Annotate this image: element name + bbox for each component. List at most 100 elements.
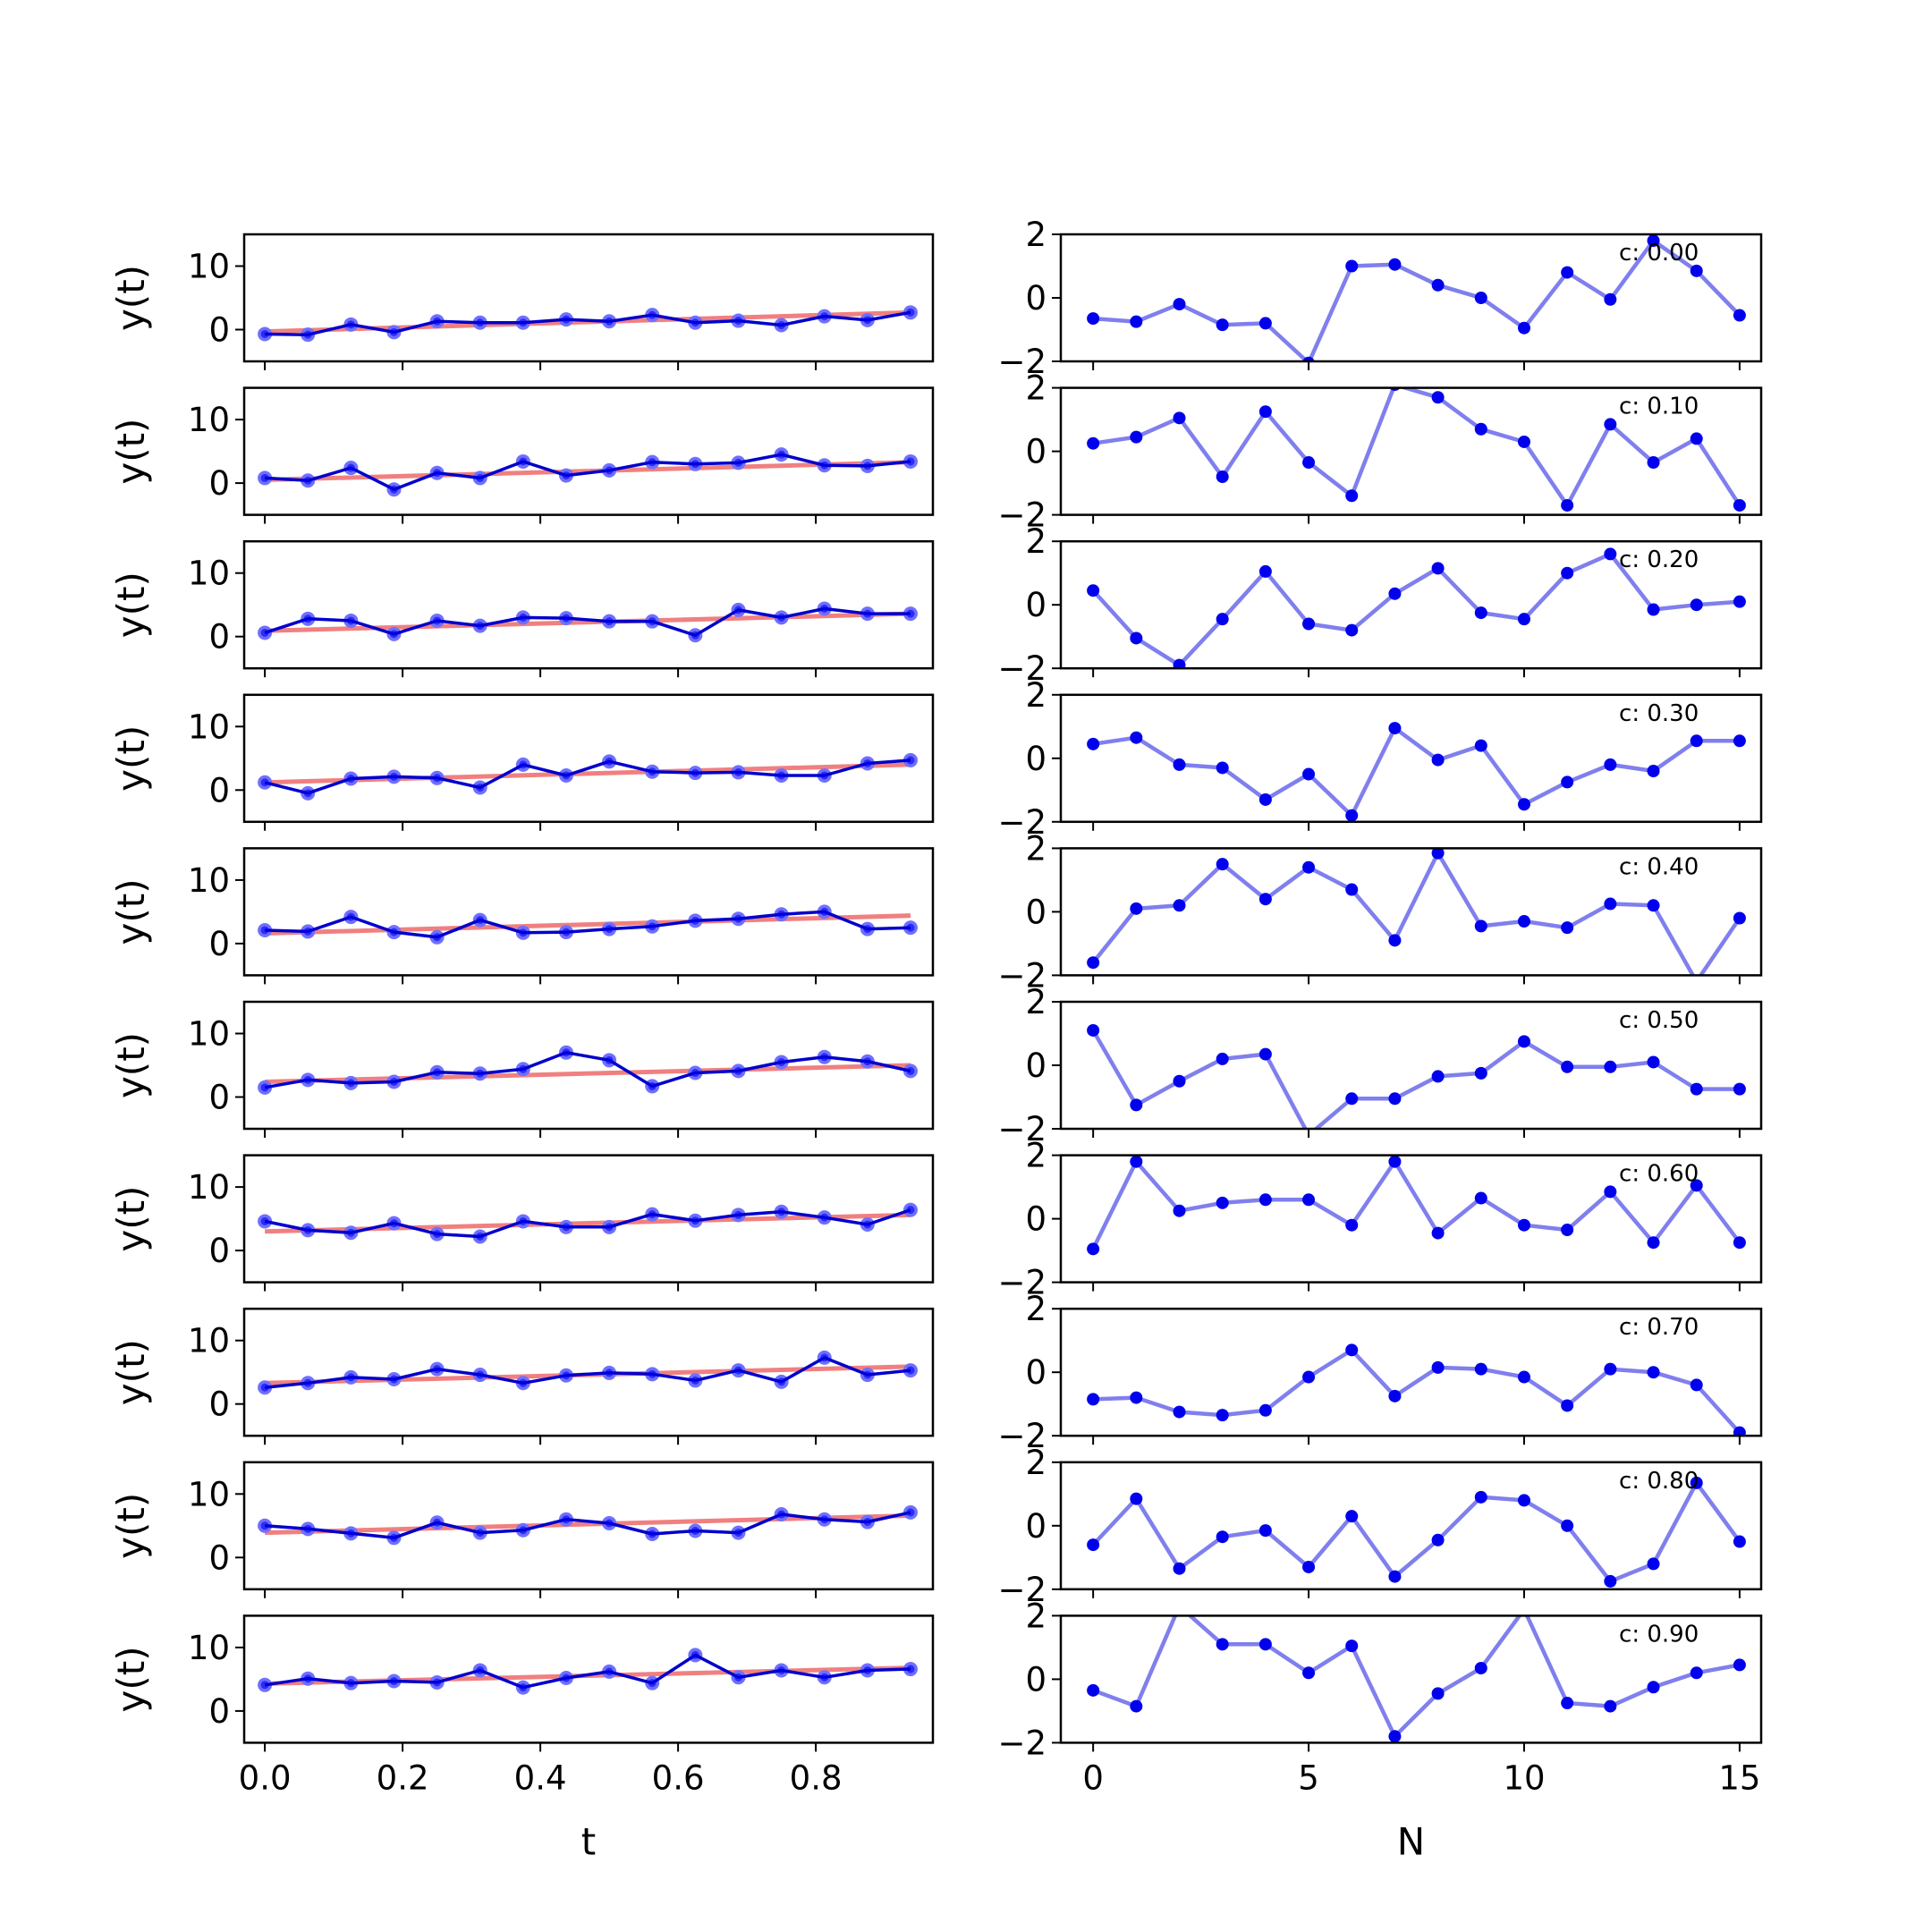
data-point [303, 789, 312, 798]
data-point [605, 1223, 614, 1232]
noise-point [1517, 1035, 1530, 1048]
data-point [648, 767, 657, 776]
data-point [733, 1366, 742, 1375]
noise-point [1604, 292, 1617, 306]
data-point [691, 1526, 699, 1535]
y-tick-label: 0 [208, 1079, 230, 1117]
data-point [863, 609, 872, 618]
data-point [519, 318, 528, 327]
noise-point [1561, 921, 1574, 935]
noise-point [1345, 1092, 1359, 1106]
noise-point [1173, 1204, 1186, 1217]
noise-point [1345, 623, 1359, 637]
axes-frame [242, 1461, 935, 1591]
data-point [863, 1220, 872, 1229]
y-axis-label: y(t) [109, 265, 153, 331]
noise-point [1130, 1098, 1143, 1112]
data-point [562, 928, 571, 936]
noise-line [1092, 238, 1741, 361]
data-point [476, 783, 485, 792]
data-point [648, 458, 657, 467]
noise-point [1647, 1236, 1660, 1250]
noise-point [1517, 1370, 1530, 1384]
noise-line [1091, 1029, 1740, 1129]
y-tick-label: 2 [1025, 522, 1046, 561]
noise-point [1216, 1638, 1229, 1651]
data-point [863, 1057, 872, 1066]
fit-line [265, 309, 911, 335]
y-tick-label: 0 [1025, 586, 1046, 624]
noise-point [1302, 1666, 1316, 1680]
data-point [260, 778, 269, 787]
noise-point [1517, 1494, 1530, 1507]
data-point [260, 473, 269, 482]
plot-area [1087, 234, 1746, 361]
data-point [648, 1369, 657, 1378]
noise-point [1561, 1399, 1574, 1412]
x-tick-label: 5 [1298, 1758, 1319, 1797]
data-point [906, 308, 915, 317]
noise-point [1258, 1193, 1272, 1207]
noise-point [1345, 1640, 1359, 1653]
data-point [863, 758, 872, 767]
noise-line [1092, 387, 1741, 508]
x-tick-label: 0.0 [239, 1758, 292, 1797]
noise-point [1647, 1681, 1660, 1694]
data-point [906, 1206, 915, 1215]
x-axis-label: t [581, 1819, 596, 1863]
data-point [303, 330, 312, 339]
plot-area [1087, 848, 1746, 976]
noise-point [1130, 902, 1143, 915]
data-point [389, 1375, 398, 1384]
data-point [519, 1378, 528, 1387]
data-point [346, 775, 355, 784]
data-point [519, 760, 528, 769]
noise-point [1733, 1535, 1746, 1548]
plot-area [258, 305, 918, 343]
noise-point [1388, 1389, 1402, 1402]
noise-point [1345, 1343, 1359, 1357]
noise-panel-9: c: 0.90 −2 0 2 0 5 10 15 [997, 1597, 1763, 1797]
panel-annotation: c: 0.90 [1619, 1621, 1699, 1648]
noise-point [1517, 321, 1530, 335]
noise-point [1431, 848, 1445, 860]
data-point [389, 1219, 398, 1228]
data-point [777, 1665, 786, 1674]
noise-point [1388, 587, 1402, 600]
data-point [433, 469, 442, 478]
panel-annotation: c: 0.50 [1619, 1007, 1699, 1034]
x-tick-label: 0.8 [790, 1758, 843, 1797]
y-tick-label: 2 [1025, 216, 1046, 254]
signal-panel-4: 0 10 y(t) [109, 847, 935, 985]
noise-point [1733, 498, 1746, 512]
data-point [777, 910, 786, 919]
fit-line [265, 762, 911, 785]
data-point [260, 1083, 269, 1092]
noise-point [1690, 264, 1703, 277]
x-tick-label: 10 [1503, 1758, 1545, 1797]
series-line [264, 1653, 911, 1690]
noise-point [1130, 1391, 1143, 1404]
data-point [733, 1529, 742, 1538]
data-point [346, 1079, 355, 1088]
noise-point [1173, 899, 1186, 912]
axes-frame [242, 1154, 935, 1284]
noise-point [1216, 761, 1229, 775]
data-point [820, 1515, 829, 1524]
noise-point [1647, 603, 1660, 616]
axes-frame [242, 693, 935, 824]
data-point [346, 1529, 355, 1538]
noise-point [1258, 564, 1272, 578]
data-point [820, 1673, 829, 1682]
data-point [389, 327, 398, 336]
data-point [389, 1077, 398, 1086]
signal-panel-1: 0 10 y(t) [109, 386, 935, 524]
data-point [303, 1378, 312, 1387]
y-tick-label: 0 [1025, 1353, 1046, 1392]
data-point [691, 460, 699, 469]
data-point [691, 1650, 699, 1659]
data-point [691, 768, 699, 777]
y-tick-label: 0 [1025, 433, 1046, 471]
noise-point [1087, 1393, 1100, 1406]
